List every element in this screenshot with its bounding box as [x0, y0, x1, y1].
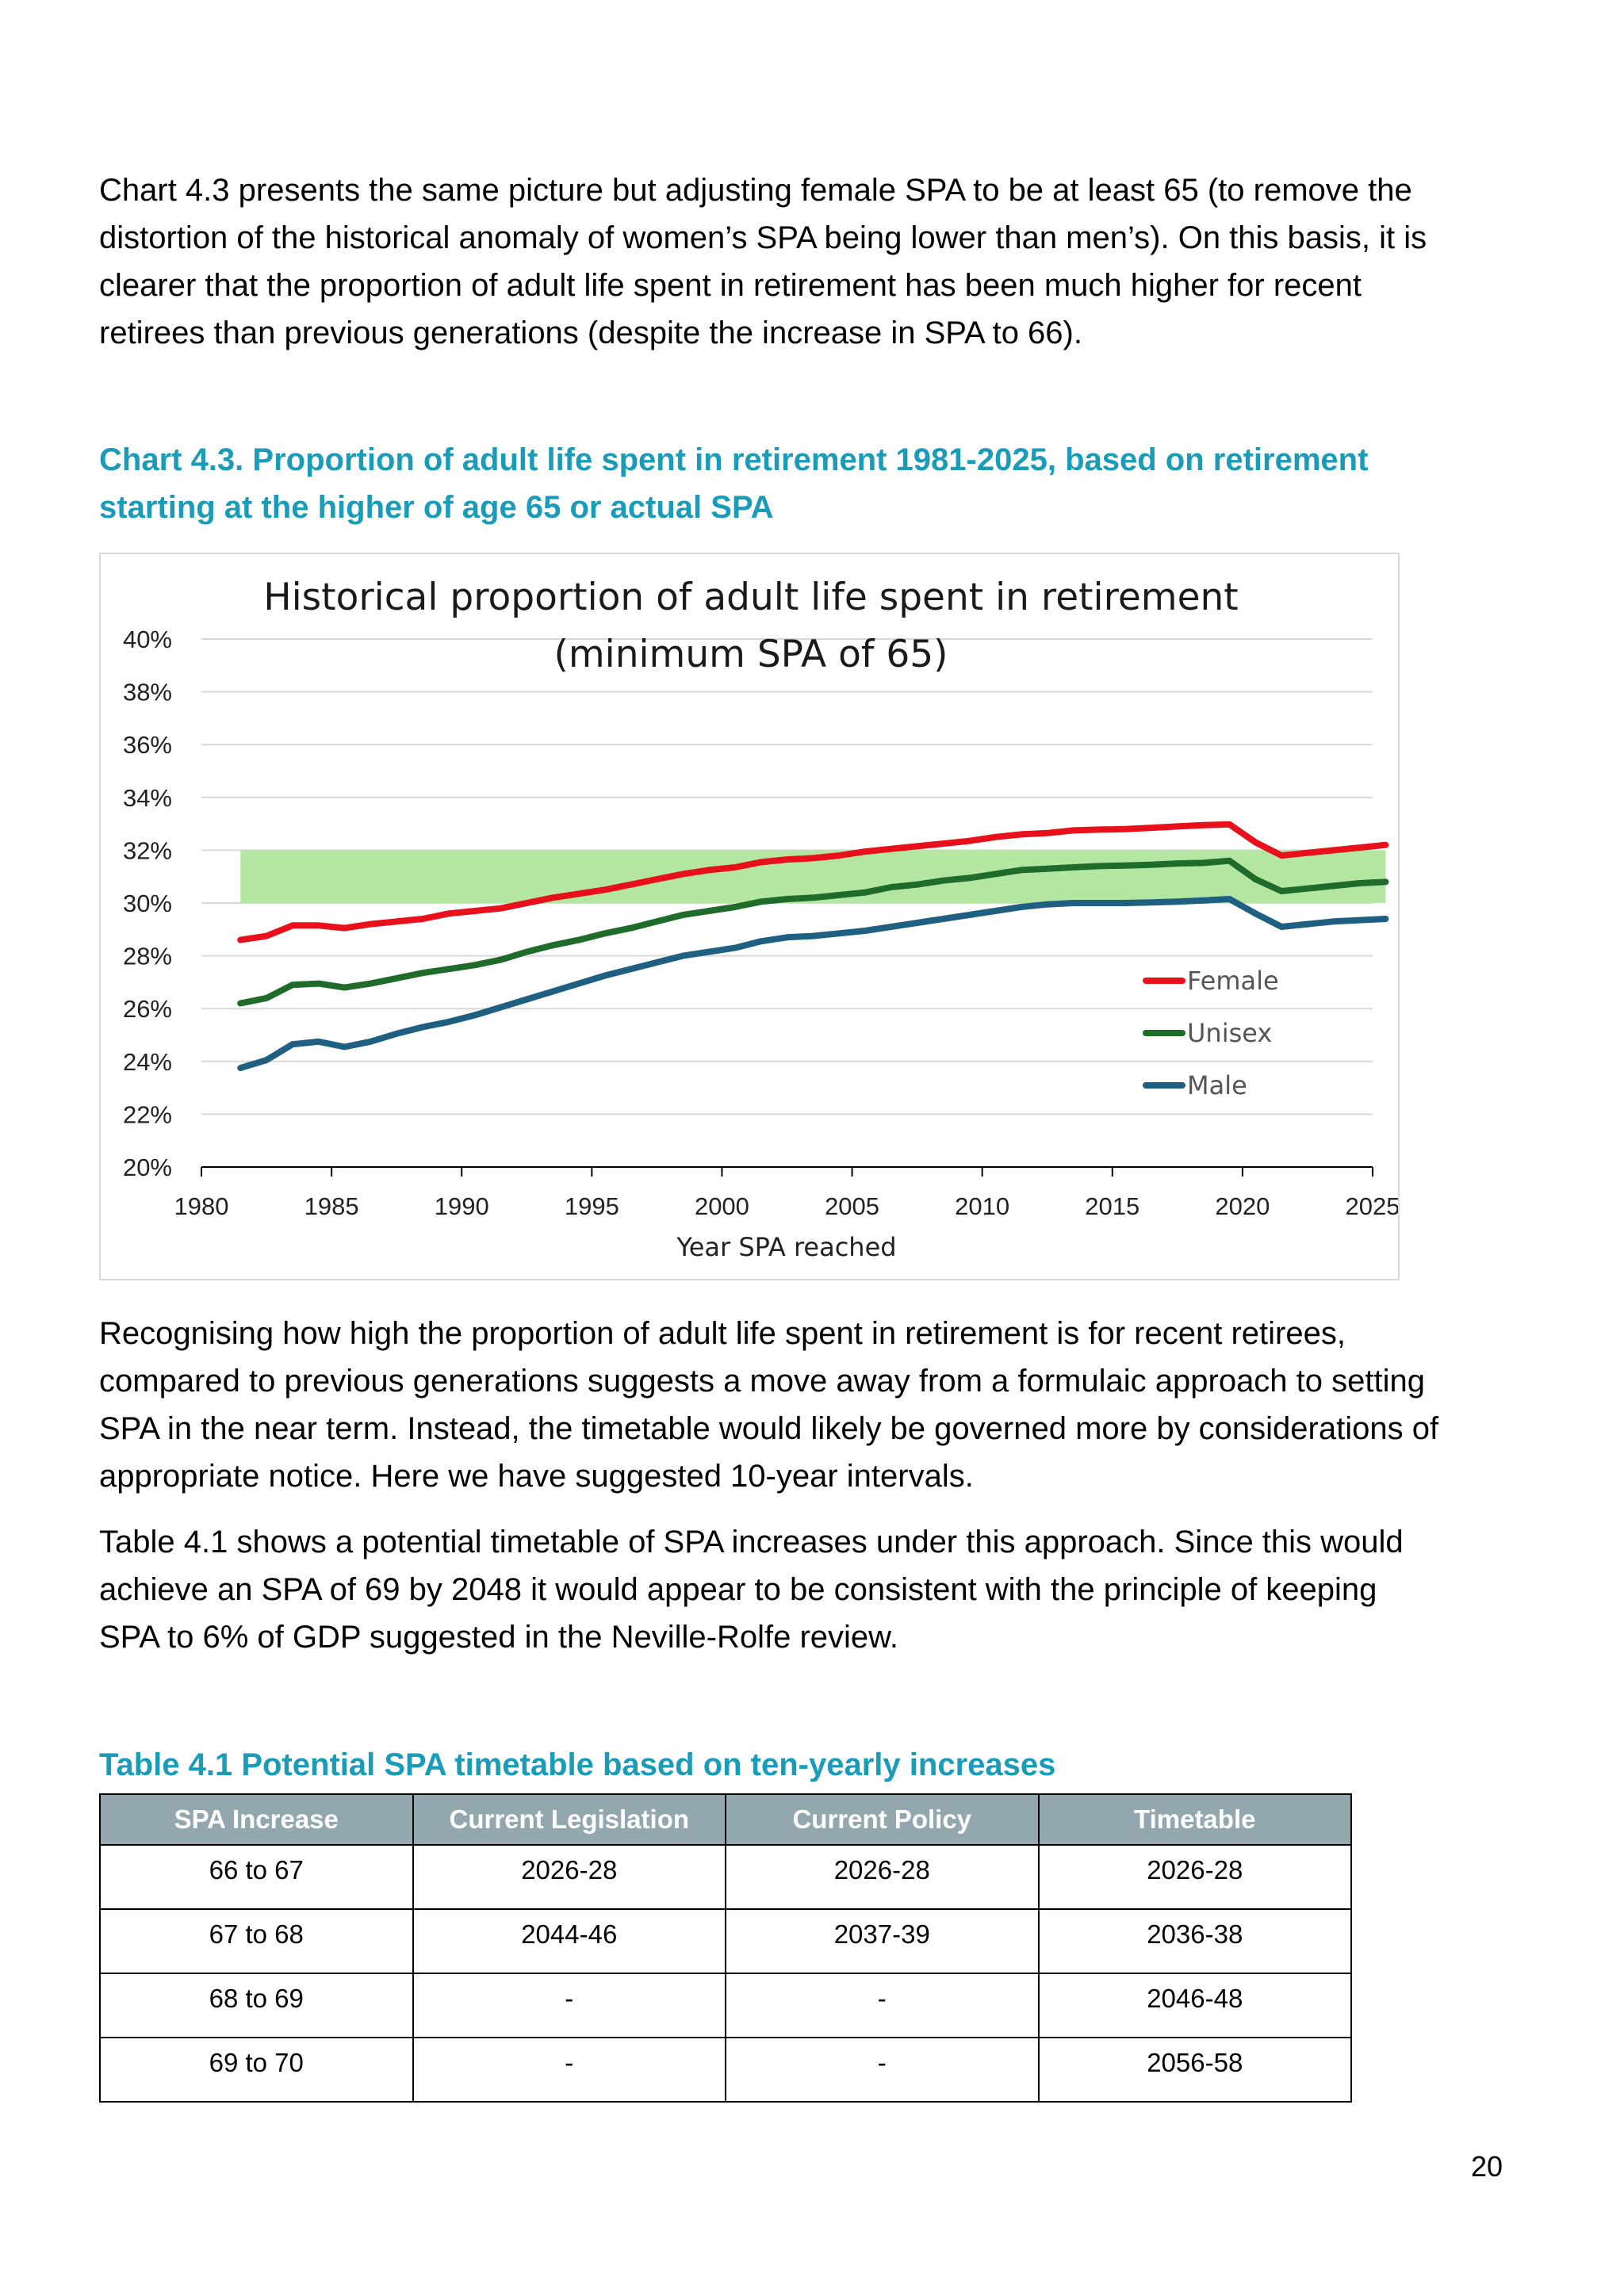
- x-tick-label: 2000: [695, 1192, 749, 1220]
- y-tick-label: 30%: [123, 890, 172, 917]
- table-cell: 69 to 70: [99, 2037, 414, 2103]
- table-row: 67 to 68 2044-46 2037-39 2036-38: [99, 1908, 1352, 1974]
- y-tick-label: 20%: [123, 1154, 172, 1181]
- x-tick-label: 2010: [955, 1192, 1009, 1220]
- x-tick-label: 1980: [174, 1192, 229, 1220]
- y-tick-label: 26%: [123, 995, 172, 1023]
- paragraph-notice: Recognising how high the proportion of a…: [99, 1316, 1439, 1494]
- table-cell: 2056-58: [1037, 2037, 1352, 2103]
- y-tick-label: 28%: [123, 943, 172, 970]
- header-current-legislation: Current Legislation: [412, 1793, 726, 1846]
- axis-layer: [201, 1166, 1373, 1177]
- series-layer: [237, 821, 1389, 1072]
- y-tick-label: 34%: [123, 784, 172, 812]
- x-tick-label: 1990: [435, 1192, 489, 1220]
- intro-paragraph: Chart 4.3 presents the same picture but …: [99, 173, 1427, 350]
- x-tick-label: 2025: [1346, 1192, 1398, 1220]
- table-header-row: SPA Increase Current Legislation Current…: [99, 1793, 1352, 1846]
- table-cell: 66 to 67: [99, 1844, 414, 1910]
- table-caption: Table 4.1 Potential SPA timetable based …: [99, 1747, 1056, 1782]
- chart-container: 20% 22% 24% 26% 28% 30% 32% 34% 36% 38% 40% 1980 198…: [99, 553, 1400, 1280]
- x-tick-label: 1995: [565, 1192, 619, 1220]
- table-cell: 2046-48: [1037, 1973, 1352, 2038]
- x-axis-title: Year SPA reached: [676, 1232, 896, 1262]
- series-line-male: [237, 896, 1389, 1072]
- chart-title-line: (minimum SPA of 65): [554, 633, 948, 676]
- table-cell: -: [725, 2037, 1040, 2103]
- spa-timetable-table: SPA Increase Current Legislation Current…: [99, 1793, 1352, 2103]
- series-line-unisex: [237, 857, 1389, 1007]
- table-row: 69 to 70 - - 2056-58: [99, 2037, 1352, 2103]
- header-current-policy: Current Policy: [725, 1793, 1040, 1846]
- y-tick-label: 24%: [123, 1048, 172, 1076]
- text-layer: 20% 22% 24% 26% 28% 30% 32% 34% 36% 38% 40% 1980 198…: [123, 576, 1398, 1262]
- x-tick-label: 2005: [825, 1192, 879, 1220]
- page-number: 20: [1471, 2150, 1503, 2183]
- legend-label-unisex: Unisex: [1187, 1018, 1272, 1048]
- header-spa-increase: SPA Increase: [99, 1793, 414, 1846]
- table-cell: 2037-39: [725, 1908, 1040, 1974]
- line-chart: 20% 22% 24% 26% 28% 30% 32% 34% 36% 38% 40% 1980 198…: [123, 576, 1398, 1262]
- table-cell: 2036-38: [1037, 1908, 1352, 1974]
- y-tick-label: 40%: [123, 626, 172, 653]
- chart-caption: Chart 4.3. Proportion of adult life spen…: [99, 442, 1369, 525]
- table-cell: 2026-28: [1037, 1844, 1352, 1910]
- paragraph-timetable: Table 4.1 shows a potential timetable of…: [99, 1525, 1404, 1655]
- y-tick-label: 22%: [123, 1100, 172, 1128]
- x-tick-label: 2015: [1085, 1192, 1139, 1220]
- table-row: 68 to 69 - - 2046-48: [99, 1973, 1352, 2038]
- table-cell: 2044-46: [412, 1908, 726, 1974]
- table-cell: -: [725, 1973, 1040, 2038]
- table-cell: 67 to 68: [99, 1908, 414, 1974]
- table-row: 66 to 67 2026-28 2026-28 2026-28: [99, 1844, 1352, 1910]
- y-tick-label: 32%: [123, 836, 172, 864]
- table-cell: -: [412, 2037, 726, 2103]
- table-cell: 2026-28: [725, 1844, 1040, 1910]
- x-tick-label: 2020: [1215, 1192, 1270, 1220]
- table-cell: -: [412, 1973, 726, 2038]
- legend-label-female: Female: [1187, 966, 1279, 996]
- series-line-female: [237, 821, 1389, 943]
- table-cell: 2026-28: [412, 1844, 726, 1910]
- legend: Female Unisex Male: [1143, 966, 1279, 1100]
- y-tick-label: 38%: [123, 679, 172, 706]
- header-timetable: Timetable: [1037, 1793, 1352, 1846]
- x-tick-label: 1985: [304, 1192, 359, 1220]
- legend-label-male: Male: [1187, 1070, 1247, 1100]
- table-cell: 68 to 69: [99, 1973, 414, 2038]
- chart-title-line: Historical proportion of adult life spen…: [263, 576, 1238, 619]
- y-tick-label: 36%: [123, 731, 172, 759]
